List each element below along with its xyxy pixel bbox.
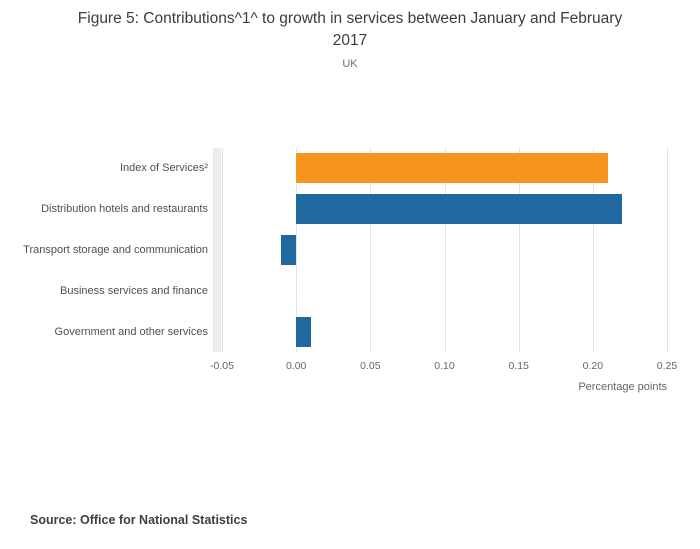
bar (296, 153, 608, 184)
x-tick-label: 0.05 (360, 360, 381, 372)
gridline (222, 148, 223, 352)
gridline (592, 148, 594, 352)
chart-title: Figure 5: Contributions^1^ to growth in … (77, 10, 623, 50)
x-tick-label: 0.25 (656, 360, 678, 372)
y-axis-label: Business services and finance (60, 284, 208, 297)
y-axis-label: Government and other services (54, 325, 208, 338)
y-axis-label: Index of Services² (119, 162, 208, 175)
gridline (296, 148, 298, 352)
gridline (370, 148, 372, 352)
x-tick-label: 0.20 (582, 360, 604, 372)
source-note: Source: Office for National Statistics (30, 513, 248, 527)
gridline (667, 148, 668, 352)
x-tick-label: 0.15 (508, 360, 529, 372)
x-axis-ticks: -0.05 0.00 0.05 0.10 0.15 0.20 0.25 (210, 360, 677, 374)
y-axis-labels: Index of Services² Distribution hotels an… (0, 148, 208, 352)
y-axis-band (213, 148, 221, 352)
x-tick-label: 0.10 (434, 360, 455, 372)
plot-area (222, 148, 668, 352)
x-tick-label: 0.00 (285, 360, 307, 372)
bar (281, 235, 297, 265)
chart-subtitle: UK (342, 58, 358, 70)
bar (296, 194, 623, 225)
y-axis-label: Transport storage and communication (23, 243, 208, 256)
gridline (444, 148, 446, 352)
x-tick-label: -0.05 (210, 360, 234, 372)
x-axis-title: Percentage points (578, 381, 667, 393)
y-axis-label: Distribution hotels and restaurants (41, 203, 208, 216)
bar (296, 316, 311, 347)
gridline (518, 148, 520, 352)
